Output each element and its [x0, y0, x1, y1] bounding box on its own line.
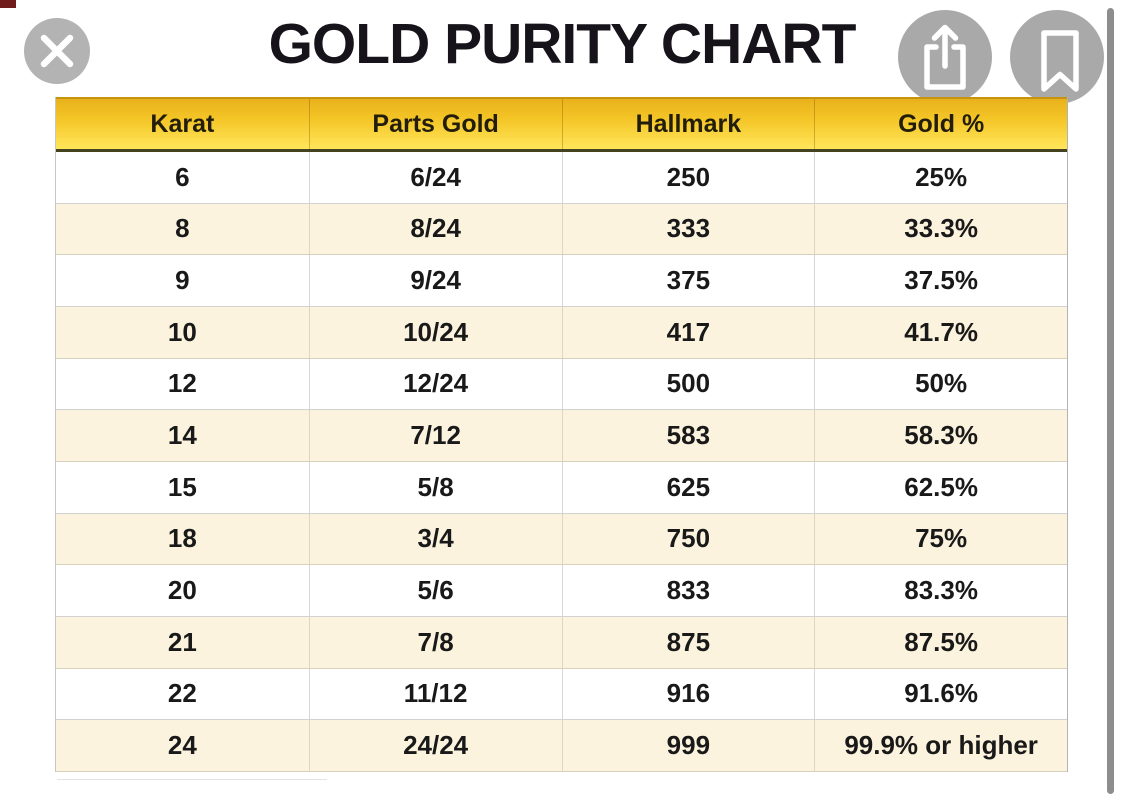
cell-gold-pct: 83.3% [814, 565, 1067, 616]
cell-gold-pct: 33.3% [814, 203, 1067, 255]
corner-red-fragment [0, 0, 16, 8]
column-header-hallmark: Hallmark [561, 99, 815, 149]
cell-karat: 18 [167, 523, 197, 554]
cell-karat: 8 [175, 213, 190, 244]
cell-gold-pct: 50% [814, 358, 1067, 410]
column-header-parts-gold: Parts Gold [308, 99, 562, 149]
share-icon [898, 10, 992, 104]
scrollbar-thumb[interactable] [1107, 8, 1114, 794]
cell-gold-pct: 25% [814, 152, 1067, 203]
cell-hallmark: 750 [561, 513, 815, 565]
bookmark-button[interactable] [1010, 10, 1104, 104]
cell-gold-pct: 41.7% [814, 306, 1067, 358]
cell-karat: 20 [167, 575, 197, 606]
table-row: 9 9/24 375 37.5% [56, 255, 1067, 307]
table-row: 21 7/8 875 87.5% [56, 616, 1067, 669]
cell-karat: 12 [167, 368, 197, 399]
cell-parts-gold: 24/24 [308, 720, 562, 771]
cell-karat: 10 [167, 316, 197, 347]
cell-parts-gold: 11/12 [308, 668, 562, 720]
cell-hallmark: 833 [561, 565, 815, 616]
cell-karat: 22 [167, 678, 197, 709]
cell-karat: 24 [167, 730, 197, 761]
cell-gold-pct: 91.6% [814, 668, 1067, 720]
cell-gold-pct: 75% [814, 513, 1067, 565]
cell-hallmark: 916 [561, 668, 815, 720]
cell-karat: 21 [167, 626, 197, 657]
cell-karat: 9 [175, 265, 190, 296]
cell-hallmark: 333 [561, 203, 815, 255]
table-row: 15 5/8 625 62.5% [56, 461, 1067, 514]
cell-karat: 14 [167, 420, 197, 451]
table-row: 20 5/6 833 83.3% [56, 565, 1067, 617]
table-row: 6 6/24 250 25% [56, 152, 1067, 204]
cell-parts-gold: 9/24 [308, 255, 562, 306]
cell-hallmark: 250 [561, 152, 815, 203]
scrollbar[interactable] [1100, 0, 1124, 805]
cell-hallmark: 875 [561, 616, 815, 668]
share-button[interactable] [898, 10, 992, 104]
cell-gold-pct: 87.5% [814, 616, 1067, 668]
table-row: 10 10/24 417 41.7% [56, 306, 1067, 359]
cell-gold-pct: 62.5% [814, 461, 1067, 513]
cell-parts-gold: 7/8 [308, 616, 562, 668]
table-row: 8 8/24 333 33.3% [56, 203, 1067, 256]
cell-karat: 6 [175, 161, 190, 192]
close-icon [24, 18, 90, 84]
cell-hallmark: 999 [561, 720, 815, 771]
cell-parts-gold: 5/6 [308, 565, 562, 616]
cell-gold-pct: 99.9% or higher [814, 720, 1067, 771]
cell-hallmark: 417 [561, 306, 815, 358]
cell-gold-pct: 37.5% [814, 255, 1067, 306]
cell-parts-gold: 7/12 [308, 410, 562, 461]
column-header-gold-pct: Gold % [814, 99, 1067, 149]
gold-purity-table: Karat Parts Gold Hallmark Gold % 6 6/24 … [55, 97, 1068, 772]
cell-hallmark: 375 [561, 255, 815, 306]
cell-parts-gold: 8/24 [308, 203, 562, 255]
table-row: 14 7/12 583 58.3% [56, 410, 1067, 462]
cell-parts-gold: 12/24 [308, 358, 562, 410]
table-row: 18 3/4 750 75% [56, 513, 1067, 566]
table-row: 24 24/24 999 99.9% or higher [56, 720, 1067, 772]
cell-hallmark: 500 [561, 358, 815, 410]
cell-hallmark: 583 [561, 410, 815, 461]
page-title: GOLD PURITY CHART [268, 12, 857, 76]
cell-parts-gold: 6/24 [308, 152, 562, 203]
cell-parts-gold: 10/24 [308, 306, 562, 358]
cell-karat: 15 [167, 471, 197, 502]
column-header-karat: Karat [150, 109, 215, 138]
cell-parts-gold: 5/8 [308, 461, 562, 513]
table-shadow-line [57, 779, 327, 780]
cell-gold-pct: 58.3% [814, 410, 1067, 461]
close-button[interactable] [24, 18, 90, 84]
table-row: 22 11/12 916 91.6% [56, 668, 1067, 721]
cell-parts-gold: 3/4 [308, 513, 562, 565]
cell-hallmark: 625 [561, 461, 815, 513]
bookmark-icon [1010, 10, 1104, 104]
table-header-row: Karat Parts Gold Hallmark Gold % [56, 97, 1067, 152]
table-row: 12 12/24 500 50% [56, 358, 1067, 411]
